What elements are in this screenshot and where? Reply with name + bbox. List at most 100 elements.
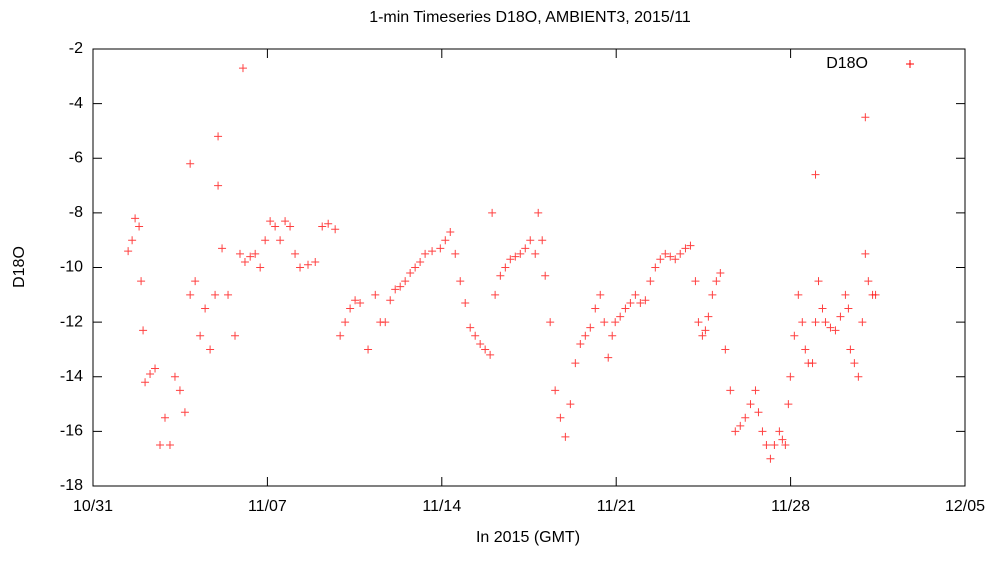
data-point [861, 113, 870, 122]
y-tick-label: -16 [60, 423, 83, 440]
data-point [146, 370, 155, 379]
data-point [721, 345, 730, 354]
y-tick-label: -6 [69, 149, 83, 166]
data-point [821, 318, 830, 327]
data-point [186, 159, 195, 168]
data-point [214, 181, 223, 190]
data-point [694, 318, 703, 327]
data-point [411, 263, 420, 272]
data-point [486, 350, 495, 359]
data-point [165, 441, 174, 450]
data-point [141, 378, 150, 387]
data-point [381, 318, 390, 327]
data-point [391, 285, 400, 294]
data-point [180, 408, 189, 417]
data-point [781, 441, 790, 450]
data-point [811, 318, 820, 327]
data-point [708, 290, 717, 299]
data-point [240, 258, 249, 267]
data-point [256, 263, 265, 272]
data-point [351, 296, 360, 305]
data-point [161, 413, 170, 422]
data-point [656, 255, 665, 264]
data-point [124, 247, 133, 256]
data-point [731, 427, 740, 436]
y-tick-label: -12 [60, 313, 83, 330]
data-point [566, 400, 575, 409]
data-point [224, 290, 233, 299]
data-point [214, 132, 223, 141]
data-point [698, 331, 707, 340]
data-point [276, 236, 285, 245]
data-point [818, 304, 827, 313]
data-point [704, 312, 713, 321]
data-point [186, 290, 195, 299]
x-tick-label: 11/14 [422, 498, 461, 515]
y-tick-label: -8 [69, 204, 83, 221]
data-point [491, 290, 500, 299]
data-point [266, 217, 275, 226]
y-tick-label: -14 [60, 368, 83, 385]
legend-label: D18O [826, 55, 868, 72]
data-point [746, 400, 755, 409]
data-point [766, 454, 775, 463]
data-point [137, 277, 146, 286]
data-point [576, 339, 585, 348]
data-point [534, 208, 543, 217]
data-point [238, 64, 247, 73]
data-point [591, 304, 600, 313]
y-tick-label: -18 [60, 477, 83, 494]
data-point [616, 312, 625, 321]
x-tick-label: 11/21 [597, 498, 636, 515]
data-point [551, 386, 560, 395]
data-point [371, 290, 380, 299]
data-point [476, 339, 485, 348]
data-point [526, 236, 535, 245]
data-point [451, 249, 460, 258]
data-point [364, 345, 373, 354]
data-point [421, 249, 430, 258]
data-point [841, 290, 850, 299]
data-point [586, 323, 595, 332]
data-point [691, 277, 700, 286]
data-point [441, 236, 450, 245]
data-point [798, 318, 807, 327]
data-point [641, 296, 650, 305]
data-point [762, 441, 771, 450]
data-point [546, 318, 555, 327]
data-point [808, 359, 817, 368]
data-point [794, 290, 803, 299]
data-point [341, 318, 350, 327]
data-point [231, 331, 240, 340]
data-point [790, 331, 799, 340]
data-point [844, 304, 853, 313]
y-tick-label: -4 [69, 95, 83, 112]
data-point [666, 252, 675, 261]
data-point [831, 326, 840, 335]
data-point [604, 353, 613, 362]
data-point [861, 249, 870, 258]
data-point [496, 271, 505, 280]
data-point [311, 258, 320, 267]
data-point [481, 345, 490, 354]
data-point [754, 408, 763, 417]
x-axis-label: In 2015 (GMT) [476, 529, 580, 546]
data-point [611, 318, 620, 327]
data-point [246, 252, 255, 261]
data-point [271, 222, 280, 231]
data-point [758, 427, 767, 436]
data-point [726, 386, 735, 395]
data-point [770, 441, 779, 450]
y-tick-label: -2 [69, 40, 83, 57]
data-point [501, 263, 510, 272]
data-point [556, 413, 565, 422]
data-point [636, 299, 645, 308]
data-point [511, 252, 520, 261]
data-point [436, 244, 445, 253]
data-point [170, 372, 179, 381]
data-point [201, 304, 210, 313]
data-point [471, 331, 480, 340]
data-point [646, 277, 655, 286]
